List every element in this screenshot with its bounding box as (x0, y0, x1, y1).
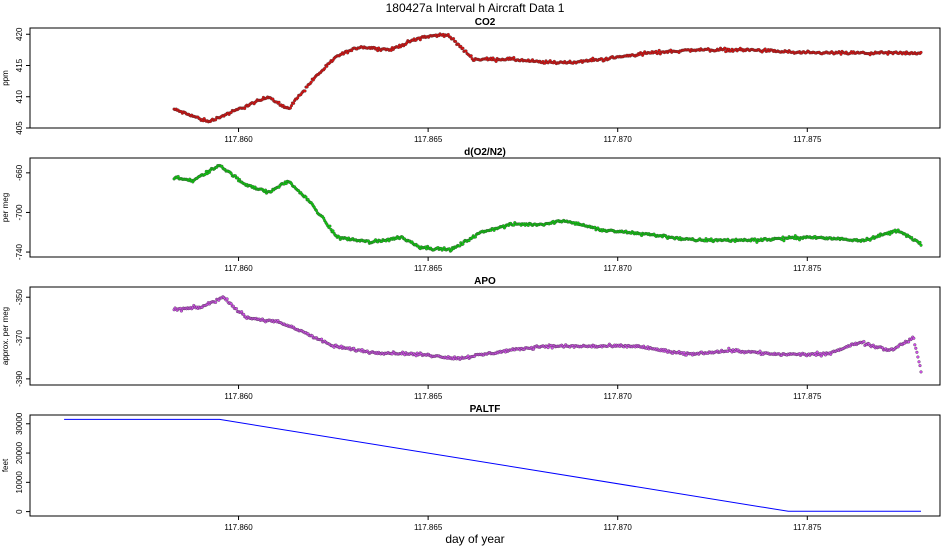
data-point-do2n2 (176, 174, 180, 179)
y-tick-label-paltf: 10000 (15, 471, 24, 494)
y-tick-label-apo: -350 (15, 289, 24, 306)
y-tick-label-apo: -390 (15, 370, 24, 387)
x-tick-label-paltf: 117.860 (224, 523, 253, 532)
x-tick-label-apo: 117.870 (604, 392, 633, 401)
series-line-paltf (64, 418, 921, 512)
data-point-apo (915, 350, 919, 354)
x-tick-label-co2: 117.865 (414, 135, 443, 144)
y-tick-label-apo: -370 (15, 329, 24, 346)
panel-title-do2n2: d(O2/N2) (464, 147, 506, 158)
data-point-apo (916, 355, 920, 359)
plot-frame-co2 (29, 27, 941, 129)
data-point-co2 (303, 89, 307, 93)
data-point-co2 (323, 66, 327, 70)
data-point-co2 (494, 59, 498, 63)
x-tick-label-co2: 117.870 (604, 135, 633, 144)
panel-co2: CO2 117.860 117.865 117.870 117.875 405 410 415… (1, 17, 941, 144)
plot-frame-do2n2 (29, 157, 941, 258)
y-axis-label-co2: ppm (1, 70, 10, 86)
data-point-apo (234, 307, 238, 311)
data-point-co2 (289, 104, 294, 108)
x-tick-label-paltf: 117.870 (604, 523, 633, 532)
data-point-do2n2 (235, 176, 240, 180)
data-point-do2n2 (755, 240, 759, 244)
x-tick-label-do2n2: 117.865 (414, 264, 443, 273)
data-point-co2 (657, 48, 661, 52)
panel-paltf: PALTF 117.860 117.865 117.870 117.875 0 10000 2… (1, 404, 941, 532)
y-tick-label-paltf: 30000 (15, 412, 24, 435)
data-point-apo (214, 300, 218, 304)
y-tick-label-co2: 420 (15, 27, 24, 41)
data-point-apo (918, 364, 922, 368)
data-point-co2 (919, 50, 923, 54)
y-tick-label-co2: 415 (15, 58, 24, 72)
y-axis-label-apo: approx. per meg (1, 307, 10, 365)
data-point-co2 (277, 100, 281, 104)
panel-title-co2: CO2 (475, 17, 496, 28)
data-point-do2n2 (918, 240, 922, 244)
data-point-apo (917, 360, 921, 364)
data-point-do2n2 (793, 234, 797, 238)
x-tick-label-paltf: 117.875 (793, 523, 822, 532)
data-point-apo (907, 340, 911, 344)
data-point-apo (546, 346, 550, 350)
data-point-co2 (454, 39, 458, 44)
x-tick-label-apo: 117.860 (224, 392, 253, 401)
data-point-apo (919, 370, 923, 374)
data-point-co2 (292, 101, 296, 105)
data-point-do2n2 (304, 195, 308, 199)
data-point-do2n2 (263, 188, 268, 192)
x-tick-label-do2n2: 117.875 (793, 264, 822, 273)
data-point-apo (914, 346, 918, 350)
x-tick-label-paltf: 117.865 (414, 523, 443, 532)
panel-apo: APO 117.860 117.865 117.870 117.875 -350 -370 -… (1, 276, 941, 401)
data-point-co2 (461, 46, 465, 50)
data-point-apo (862, 339, 866, 344)
panel-title-apo: APO (474, 276, 496, 287)
data-point-do2n2 (888, 232, 892, 236)
data-point-co2 (839, 52, 843, 56)
data-point-co2 (309, 80, 313, 84)
plot-frame-apo (29, 286, 941, 386)
figure-title: 180427a Interval h Aircraft Data 1 (386, 1, 565, 15)
x-tick-label-co2: 117.875 (793, 135, 822, 144)
panel-do2n2: d(O2/N2) 117.860 117.865 117.870 117.875 -660… (1, 147, 941, 273)
y-axis-label-paltf: feet (1, 458, 10, 472)
data-point-apo (225, 297, 229, 301)
data-point-do2n2 (458, 244, 462, 248)
y-tick-label-do2n2: -740 (15, 243, 24, 260)
data-point-apo (913, 343, 917, 347)
data-points-co2 (172, 32, 923, 124)
data-point-do2n2 (328, 224, 332, 228)
y-tick-label-paltf: 0 (15, 509, 24, 514)
x-tick-label-apo: 117.865 (414, 392, 443, 401)
panel-title-paltf: PALTF (470, 404, 501, 415)
plot-frame-paltf (29, 414, 941, 517)
y-tick-label-co2: 410 (15, 90, 24, 104)
panels-group: CO2 117.860 117.865 117.870 117.875 405 410 415… (1, 17, 941, 532)
data-point-apo (531, 347, 536, 351)
data-point-apo (758, 349, 762, 353)
data-points-do2n2 (172, 163, 923, 253)
y-axis-label-do2n2: per meg (1, 193, 10, 222)
y-tick-label-co2: 405 (15, 121, 24, 135)
data-points-apo (172, 295, 923, 374)
y-tick-label-do2n2: -660 (15, 164, 24, 181)
x-tick-label-co2: 117.860 (224, 135, 253, 144)
x-axis-label: day of year (445, 532, 504, 546)
data-point-do2n2 (919, 243, 923, 247)
x-tick-label-do2n2: 117.870 (604, 264, 633, 273)
data-point-apo (912, 336, 916, 340)
y-tick-label-do2n2: -700 (15, 204, 24, 221)
data-point-apo (320, 337, 324, 341)
y-tick-label-paltf: 20000 (15, 441, 24, 464)
x-tick-label-do2n2: 117.860 (224, 264, 253, 273)
data-point-co2 (469, 54, 473, 58)
data-point-co2 (451, 37, 456, 41)
x-tick-label-apo: 117.875 (793, 392, 822, 401)
